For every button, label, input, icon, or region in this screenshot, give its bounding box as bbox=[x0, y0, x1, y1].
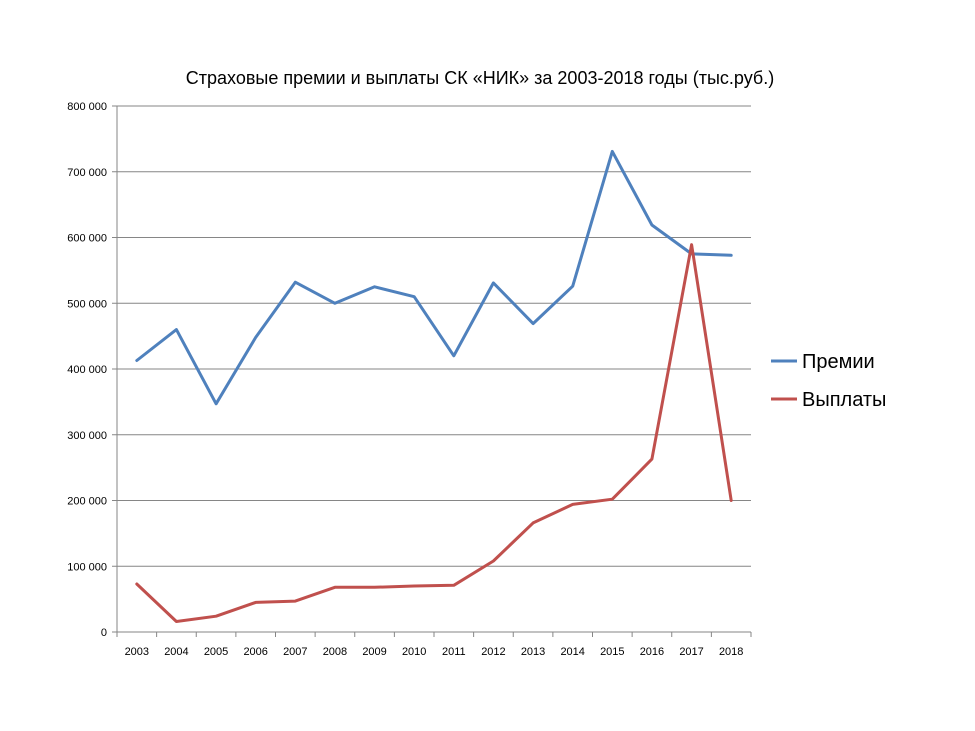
legend-label: Выплаты bbox=[802, 389, 886, 411]
x-tick-label: 2015 bbox=[600, 646, 624, 658]
x-tick-label: 2014 bbox=[560, 646, 584, 658]
legend: Премии Выплаты bbox=[771, 351, 886, 411]
y-tick-label: 200 000 bbox=[67, 496, 107, 508]
x-tick-label: 2006 bbox=[243, 646, 267, 658]
x-tick-label: 2013 bbox=[521, 646, 545, 658]
y-tick-label: 0 bbox=[101, 627, 107, 639]
chart-title: Страховые премии и выплаты СК «НИК» за 2… bbox=[186, 68, 774, 88]
y-tick-label: 300 000 bbox=[67, 430, 107, 442]
x-tick-label: 2010 bbox=[402, 646, 426, 658]
legend-label: Премии bbox=[802, 351, 875, 373]
x-tick-label: 2009 bbox=[362, 646, 386, 658]
y-tick-label: 100 000 bbox=[67, 561, 107, 573]
y-tick-labels: 0 100 000 200 000 300 000 400 000 500 000 600 … bbox=[67, 101, 107, 639]
series-line-2 bbox=[135, 243, 733, 623]
x-tick-label: 2018 bbox=[719, 646, 743, 658]
y-tick-label: 800 000 bbox=[67, 101, 107, 113]
y-tick-label: 400 000 bbox=[67, 364, 107, 376]
x-tick-label: 2008 bbox=[323, 646, 347, 658]
y-tick-label: 700 000 bbox=[67, 167, 107, 179]
gridlines bbox=[117, 105, 751, 567]
series-lines bbox=[135, 149, 733, 623]
x-tick-label: 2007 bbox=[283, 646, 307, 658]
x-tick-label: 2011 bbox=[442, 646, 466, 658]
x-tick-label: 2016 bbox=[640, 646, 664, 658]
x-tick-label: 2004 bbox=[164, 646, 188, 658]
x-tick-labels: 2003 2004 2005 2006 2007 2008 2009 2010 2011 2012… bbox=[125, 646, 744, 658]
x-tick-label: 2017 bbox=[679, 646, 703, 658]
y-tick-label: 600 000 bbox=[67, 233, 107, 245]
y-tick-label: 500 000 bbox=[67, 298, 107, 310]
series-line-1 bbox=[135, 149, 733, 406]
x-tick-label: 2005 bbox=[204, 646, 228, 658]
x-tick-label: 2003 bbox=[125, 646, 149, 658]
x-tick-label: 2012 bbox=[481, 646, 505, 658]
axes bbox=[112, 105, 752, 637]
